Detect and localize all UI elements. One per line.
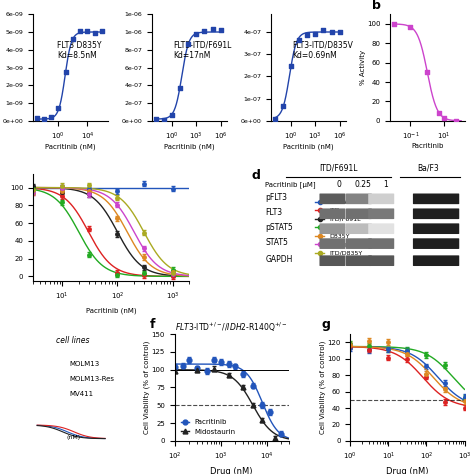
Point bbox=[168, 111, 176, 118]
Point bbox=[40, 115, 47, 123]
Text: 1: 1 bbox=[383, 181, 388, 189]
Point bbox=[176, 84, 184, 91]
X-axis label: Pacritinib (nM): Pacritinib (nM) bbox=[86, 308, 137, 314]
Text: FLT3 D835Y
Kd=8.5nM: FLT3 D835Y Kd=8.5nM bbox=[57, 41, 101, 60]
Point bbox=[424, 69, 431, 76]
Point bbox=[407, 23, 414, 31]
X-axis label: Pacritinib (nM): Pacritinib (nM) bbox=[164, 143, 215, 150]
Point bbox=[440, 114, 448, 122]
Text: b: b bbox=[372, 0, 381, 12]
Text: FLT3: FLT3 bbox=[265, 208, 283, 217]
FancyBboxPatch shape bbox=[413, 223, 459, 234]
Text: GAPDH: GAPDH bbox=[265, 255, 293, 264]
Text: pSTAT5: pSTAT5 bbox=[265, 223, 293, 232]
FancyBboxPatch shape bbox=[368, 223, 394, 234]
X-axis label: Pacritinib (nM): Pacritinib (nM) bbox=[283, 143, 334, 150]
Point bbox=[55, 104, 62, 112]
Text: cell lines: cell lines bbox=[56, 337, 90, 345]
Point bbox=[271, 115, 278, 123]
X-axis label: Drug (nM): Drug (nM) bbox=[386, 467, 428, 474]
Point bbox=[160, 116, 167, 124]
Point bbox=[201, 27, 208, 35]
Point bbox=[279, 102, 286, 110]
Legend: Pacritinib, Midostaurin: Pacritinib, Midostaurin bbox=[178, 416, 239, 438]
Text: MOLM13: MOLM13 bbox=[69, 361, 100, 367]
FancyBboxPatch shape bbox=[346, 238, 372, 249]
Point bbox=[303, 31, 311, 38]
Text: d: d bbox=[251, 169, 260, 182]
Text: ITD/F691L: ITD/F691L bbox=[319, 163, 358, 172]
Y-axis label: % Activity: % Activity bbox=[360, 50, 365, 85]
Point bbox=[192, 30, 200, 38]
Text: f: f bbox=[150, 318, 155, 331]
FancyBboxPatch shape bbox=[413, 238, 459, 249]
X-axis label: Drug (nM): Drug (nM) bbox=[210, 467, 253, 474]
Text: 0.25: 0.25 bbox=[355, 181, 371, 189]
FancyBboxPatch shape bbox=[413, 209, 459, 219]
FancyBboxPatch shape bbox=[346, 193, 372, 204]
Y-axis label: Cell Viability (% of control): Cell Viability (% of control) bbox=[144, 341, 150, 434]
Text: g: g bbox=[322, 318, 331, 331]
FancyBboxPatch shape bbox=[319, 223, 346, 234]
Point bbox=[435, 109, 443, 117]
FancyBboxPatch shape bbox=[368, 193, 394, 204]
Point bbox=[33, 115, 40, 122]
Point bbox=[69, 36, 77, 43]
Point bbox=[47, 113, 55, 121]
Point bbox=[287, 62, 295, 70]
FancyBboxPatch shape bbox=[368, 255, 394, 266]
FancyBboxPatch shape bbox=[346, 209, 372, 219]
Text: Ba/F3: Ba/F3 bbox=[417, 163, 439, 172]
Text: MOLM13-Res: MOLM13-Res bbox=[69, 376, 114, 382]
Text: (nM): (nM) bbox=[66, 435, 80, 440]
Legend: GFP + IL3, ITD, ITD/F691L, D835H, D835Y, ITD/D835H, ITD/D835Y: GFP + IL3, ITD, ITD/F691L, D835H, D835Y,… bbox=[312, 197, 366, 258]
Point bbox=[311, 30, 319, 38]
Point bbox=[152, 115, 159, 122]
X-axis label: Pacritinib (nM): Pacritinib (nM) bbox=[45, 143, 96, 150]
FancyBboxPatch shape bbox=[368, 209, 394, 219]
FancyBboxPatch shape bbox=[319, 209, 346, 219]
Title: $\it{FLT3}$-ITD$^{+/-}$//$\it{IDH2}$-R140Q$^{+/-}$: $\it{FLT3}$-ITD$^{+/-}$//$\it{IDH2}$-R14… bbox=[175, 321, 288, 334]
X-axis label: Pacritinib: Pacritinib bbox=[411, 143, 444, 149]
Point bbox=[76, 27, 84, 35]
Point bbox=[319, 26, 327, 33]
Y-axis label: Cell Viability (% of control): Cell Viability (% of control) bbox=[319, 341, 326, 434]
Point bbox=[184, 40, 192, 47]
FancyBboxPatch shape bbox=[368, 238, 394, 249]
Point bbox=[452, 117, 460, 124]
Text: Pacritinib [μM]: Pacritinib [μM] bbox=[265, 182, 316, 188]
Point bbox=[91, 29, 99, 36]
Text: FLT3-ITD/F691L
Kd=17nM: FLT3-ITD/F691L Kd=17nM bbox=[173, 41, 231, 60]
Text: pFLT3: pFLT3 bbox=[265, 193, 287, 202]
FancyBboxPatch shape bbox=[346, 255, 372, 266]
Point bbox=[209, 26, 216, 33]
Point bbox=[295, 36, 303, 44]
Text: 0: 0 bbox=[336, 181, 341, 189]
FancyBboxPatch shape bbox=[319, 193, 346, 204]
Text: STAT5: STAT5 bbox=[265, 238, 288, 247]
Point bbox=[98, 27, 106, 35]
Point bbox=[328, 28, 335, 36]
Point bbox=[83, 27, 91, 35]
FancyBboxPatch shape bbox=[319, 238, 346, 249]
FancyBboxPatch shape bbox=[346, 223, 372, 234]
Point bbox=[62, 69, 69, 76]
FancyBboxPatch shape bbox=[413, 193, 459, 204]
Text: MV411: MV411 bbox=[69, 391, 93, 397]
Point bbox=[336, 28, 344, 36]
Point bbox=[390, 20, 397, 28]
FancyBboxPatch shape bbox=[413, 255, 459, 266]
Text: FLT3-ITD/D835V
Kd=0.69nM: FLT3-ITD/D835V Kd=0.69nM bbox=[292, 41, 353, 60]
FancyBboxPatch shape bbox=[319, 255, 346, 266]
Point bbox=[217, 27, 225, 34]
